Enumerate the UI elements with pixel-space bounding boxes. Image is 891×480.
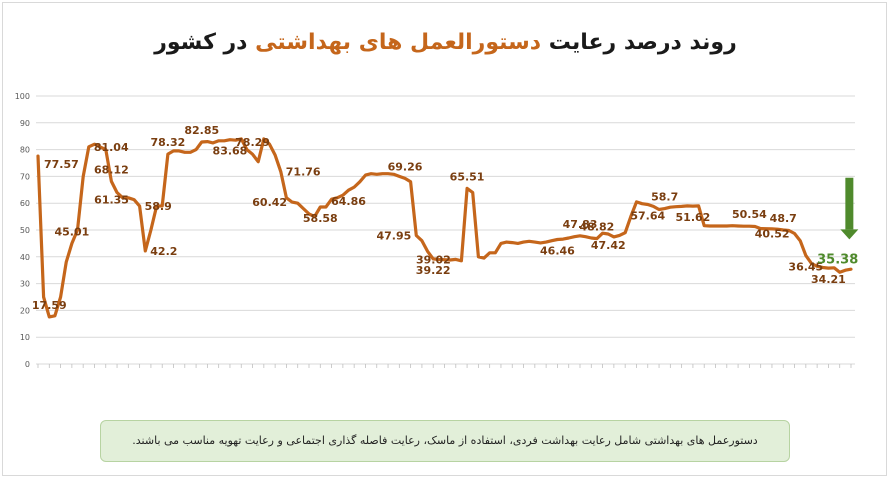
data-label: 64.86 <box>331 195 366 208</box>
y-tick-label: 0 <box>25 360 30 369</box>
data-label: 47.83 <box>563 218 598 231</box>
data-label: 47.42 <box>591 239 626 252</box>
y-tick-label: 70 <box>20 172 30 181</box>
title-part-2: در کشور <box>154 30 248 55</box>
data-label: 68.12 <box>94 163 129 176</box>
data-label: 81.04 <box>94 141 129 154</box>
data-label: 47.95 <box>376 229 411 242</box>
data-label: 78.32 <box>150 136 185 149</box>
y-tick-label: 80 <box>20 146 30 155</box>
data-label: 51.62 <box>676 211 711 224</box>
title-highlight: دستورالعمل های بهداشتی <box>255 30 542 55</box>
data-label: 82.85 <box>184 124 219 137</box>
footnote-box: دستورعمل های بهداشتی شامل رعایت بهداشت ف… <box>100 420 790 462</box>
data-label: 35.38 <box>817 252 858 267</box>
data-label: 77.57 <box>44 158 79 171</box>
data-label: 69.26 <box>388 160 423 173</box>
title-part-1: روند درصد رعایت <box>548 30 737 55</box>
data-label: 65.51 <box>450 170 485 183</box>
data-label: 48.82 <box>580 221 615 234</box>
trend-arrow-head <box>840 229 859 240</box>
y-tick-label: 60 <box>20 199 30 208</box>
series-line <box>36 137 853 319</box>
y-tick-label: 10 <box>20 333 30 342</box>
y-tick-label: 90 <box>20 119 30 128</box>
y-tick-label: 100 <box>15 92 30 101</box>
data-label: 46.46 <box>540 244 575 257</box>
data-label: 78.29 <box>235 136 270 149</box>
data-label: 57.64 <box>630 210 665 223</box>
y-tick-label: 40 <box>20 253 30 262</box>
data-label: 60.42 <box>252 196 287 209</box>
y-tick-label: 50 <box>20 226 30 235</box>
data-label: 71.76 <box>286 166 321 179</box>
data-label: 39.22 <box>416 264 451 277</box>
y-tick-label: 20 <box>20 306 30 315</box>
data-label: 34.21 <box>811 273 846 286</box>
data-label: 58.9 <box>145 200 172 213</box>
y-tick-label: 30 <box>20 280 30 289</box>
data-label: 36.45 <box>788 260 823 273</box>
data-label: 45.01 <box>54 225 89 238</box>
data-label: 39.02 <box>416 253 451 266</box>
data-label: 50.54 <box>732 208 767 221</box>
data-label: 61.35 <box>94 194 129 207</box>
data-label: 48.7 <box>770 212 797 225</box>
data-label: 40.52 <box>755 227 790 240</box>
data-label: 58.58 <box>303 212 338 225</box>
data-label: 58.7 <box>651 191 678 204</box>
data-label: 17.59 <box>32 299 67 312</box>
trend-arrow-shaft <box>845 177 854 230</box>
data-label: 83.68 <box>213 145 248 158</box>
data-label: 42.2 <box>150 245 177 258</box>
chart-title: روند درصد رعایت دستورالعمل های بهداشتی د… <box>0 30 891 55</box>
